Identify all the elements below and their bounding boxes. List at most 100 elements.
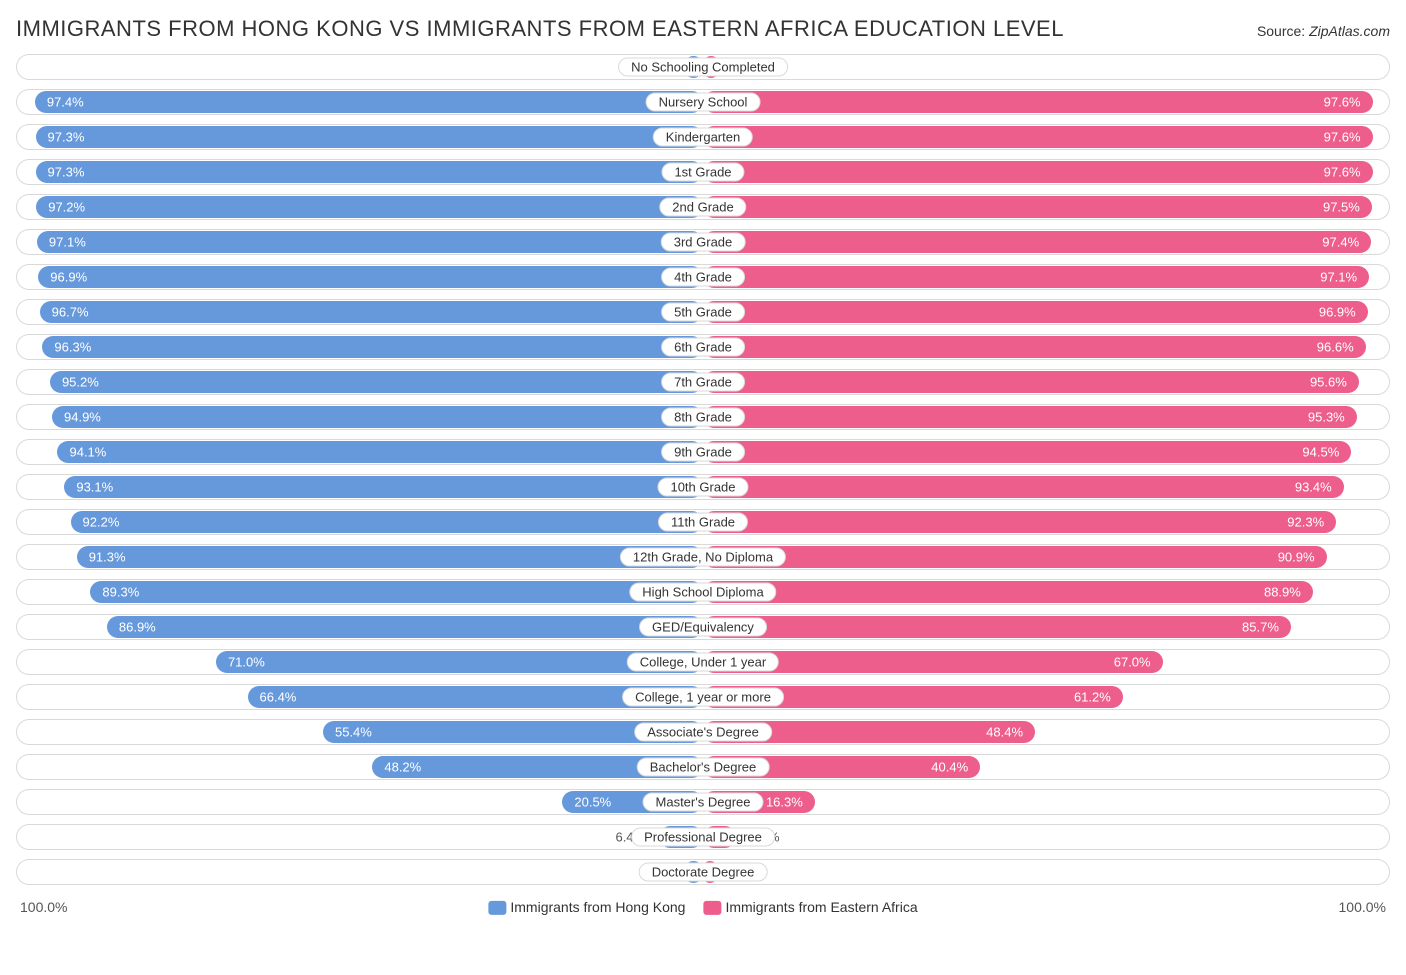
bar-left: 92.2% bbox=[71, 511, 703, 533]
bar-right-value: 40.4% bbox=[923, 760, 976, 775]
chart-row: 97.3% 97.6%Kindergarten bbox=[16, 124, 1390, 150]
chart-row: 94.9%95.3%8th Grade bbox=[16, 404, 1390, 430]
bar-right-value: 85.7% bbox=[1234, 620, 1287, 635]
bar-left-value: 66.4% bbox=[252, 690, 305, 705]
category-label: Associate's Degree bbox=[634, 723, 772, 742]
category-label: 11th Grade bbox=[658, 513, 748, 532]
row-track-right: 90.9% bbox=[703, 544, 1390, 570]
legend-item-left: Immigrants from Hong Kong bbox=[488, 899, 685, 915]
bar-left: 97.1% bbox=[37, 231, 703, 253]
legend-row: 100.0%100.0%Immigrants from Hong KongImm… bbox=[16, 894, 1390, 920]
row-track-right: 95.6% bbox=[703, 369, 1390, 395]
bar-left-value: 96.9% bbox=[42, 270, 95, 285]
bar-right-value: 67.0% bbox=[1106, 655, 1159, 670]
bar-right: 97.4% bbox=[703, 231, 1371, 253]
chart-row: 94.1%94.5%9th Grade bbox=[16, 439, 1390, 465]
bar-right: 90.9% bbox=[703, 546, 1327, 568]
row-track-left: 97.3% bbox=[16, 159, 703, 185]
category-label: 7th Grade bbox=[661, 373, 745, 392]
bar-right-value: 95.6% bbox=[1302, 375, 1355, 390]
bar-left: 97.4% bbox=[35, 91, 703, 113]
category-label: No Schooling Completed bbox=[618, 58, 788, 77]
row-track-right: 94.5% bbox=[703, 439, 1390, 465]
row-track-right: 85.7% bbox=[703, 614, 1390, 640]
row-track-left: 96.7% bbox=[16, 299, 703, 325]
bar-left: 91.3% bbox=[77, 546, 703, 568]
bar-right: 97.6% bbox=[703, 161, 1373, 183]
axis-left-max: 100.0% bbox=[20, 899, 67, 915]
row-track-right: 97.6% bbox=[703, 159, 1390, 185]
bar-right-value: 88.9% bbox=[1256, 585, 1309, 600]
chart-row: 71.0%67.0%College, Under 1 year bbox=[16, 649, 1390, 675]
bar-left-value: 97.3% bbox=[40, 165, 93, 180]
row-track-left: 20.5% bbox=[16, 789, 703, 815]
chart-row: 96.9%97.1%4th Grade bbox=[16, 264, 1390, 290]
category-label: 5th Grade bbox=[661, 303, 745, 322]
bar-right: 95.3% bbox=[703, 406, 1357, 428]
row-track-left: 97.1% bbox=[16, 229, 703, 255]
bar-left-value: 94.1% bbox=[61, 445, 114, 460]
bar-left: 95.2% bbox=[50, 371, 703, 393]
row-track-left: 48.2% bbox=[16, 754, 703, 780]
bar-left-value: 95.2% bbox=[54, 375, 107, 390]
bar-left-value: 97.3% bbox=[40, 130, 93, 145]
category-label: Nursery School bbox=[646, 93, 761, 112]
legend: Immigrants from Hong KongImmigrants from… bbox=[488, 899, 917, 915]
row-track-right: 61.2% bbox=[703, 684, 1390, 710]
chart-row: 97.2%97.5%2nd Grade bbox=[16, 194, 1390, 220]
bar-right: 96.9% bbox=[703, 301, 1368, 323]
category-label: 2nd Grade bbox=[659, 198, 746, 217]
bar-left-value: 48.2% bbox=[376, 760, 429, 775]
row-track-left: 97.2% bbox=[16, 194, 703, 220]
chart-row: 86.9%85.7%GED/Equivalency bbox=[16, 614, 1390, 640]
chart-row: 2.8%2.1%Doctorate Degree bbox=[16, 859, 1390, 885]
bar-left-value: 93.1% bbox=[68, 480, 121, 495]
chart-row: 93.1%93.4%10th Grade bbox=[16, 474, 1390, 500]
row-track-left: 96.9% bbox=[16, 264, 703, 290]
row-track-right: 2.4% bbox=[703, 54, 1390, 80]
bar-right: 94.5% bbox=[703, 441, 1351, 463]
row-track-right: 96.9% bbox=[703, 299, 1390, 325]
bar-right-value: 48.4% bbox=[978, 725, 1031, 740]
bar-left: 94.9% bbox=[52, 406, 703, 428]
row-track-right: 97.6% bbox=[703, 124, 1390, 150]
bar-right-value: 97.6% bbox=[1316, 95, 1369, 110]
category-label: High School Diploma bbox=[629, 583, 776, 602]
row-track-right: 97.1% bbox=[703, 264, 1390, 290]
row-track-left: 91.3% bbox=[16, 544, 703, 570]
chart-row: 66.4% 61.2%College, 1 year or more bbox=[16, 684, 1390, 710]
bar-left-value: 97.4% bbox=[39, 95, 92, 110]
row-track-right: 97.5% bbox=[703, 194, 1390, 220]
category-label: 3rd Grade bbox=[661, 233, 746, 252]
row-track-right: 67.0% bbox=[703, 649, 1390, 675]
category-label: College, 1 year or more bbox=[622, 688, 784, 707]
row-track-right: 40.4% bbox=[703, 754, 1390, 780]
bar-left: 97.3% bbox=[36, 161, 703, 183]
row-track-right: 4.8% bbox=[703, 824, 1390, 850]
bar-left-value: 89.3% bbox=[94, 585, 147, 600]
bar-left-value: 96.3% bbox=[46, 340, 99, 355]
row-track-left: 97.4% bbox=[16, 89, 703, 115]
row-track-left: 89.3% bbox=[16, 579, 703, 605]
education-diverging-bar-chart: 2.7%2.4%No Schooling Completed97.4%97.6%… bbox=[16, 54, 1390, 920]
category-label: Kindergarten bbox=[653, 128, 753, 147]
row-track-right: 95.3% bbox=[703, 404, 1390, 430]
source-label: Source: bbox=[1257, 23, 1305, 39]
chart-row: 96.3%96.6%6th Grade bbox=[16, 334, 1390, 360]
bar-left: 96.7% bbox=[40, 301, 703, 323]
bar-right: 97.6% bbox=[703, 91, 1373, 113]
bar-left-value: 91.3% bbox=[81, 550, 134, 565]
row-track-right: 97.6% bbox=[703, 89, 1390, 115]
row-track-left: 71.0% bbox=[16, 649, 703, 675]
bar-right-value: 97.6% bbox=[1316, 165, 1369, 180]
bar-right: 92.3% bbox=[703, 511, 1336, 533]
row-track-left: 93.1% bbox=[16, 474, 703, 500]
row-track-left: 66.4% bbox=[16, 684, 703, 710]
chart-header: IMMIGRANTS FROM HONG KONG VS IMMIGRANTS … bbox=[16, 16, 1390, 42]
bar-right: 97.1% bbox=[703, 266, 1369, 288]
bar-right-value: 97.4% bbox=[1314, 235, 1367, 250]
bar-right: 88.9% bbox=[703, 581, 1313, 603]
bar-left: 97.2% bbox=[36, 196, 703, 218]
row-track-right: 97.4% bbox=[703, 229, 1390, 255]
bar-left-value: 97.1% bbox=[41, 235, 94, 250]
